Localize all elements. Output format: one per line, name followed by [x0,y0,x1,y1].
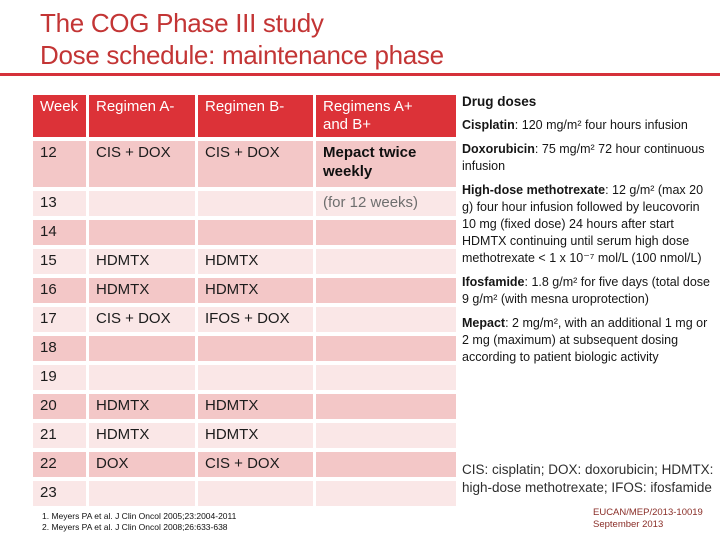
table-cell: CIS + DOX [198,141,313,187]
table-cell [316,249,456,274]
drug-dose-ifosfamide: Ifosfamide: 1.8 g/m² for five days (tota… [462,274,714,308]
table-cell [89,365,195,390]
table-cell: CIS + DOX [89,307,195,332]
drug-dose-doxorubicin: Doxorubicin: 75 mg/m² 72 hour continuous… [462,141,714,175]
column-header-regimen-b: Regimen B- [198,95,313,137]
table-cell [316,365,456,390]
approval-date: September 2013 [593,519,664,530]
table-cell [198,365,313,390]
table-cell: 19 [33,365,86,390]
slide-title-line-2: Dose schedule: maintenance phase [40,40,444,70]
table-cell: HDMTX [198,423,313,448]
drug-dose-hdmtx: High-dose methotrexate: 12 g/m² (max 20 … [462,182,714,267]
column-header-week: Week [33,95,86,137]
table-cell [316,481,456,506]
table-cell [198,191,313,216]
drug-dose-mepact: Mepact: 2 mg/m², with an additional 1 mg… [462,315,714,366]
table-cell: HDMTX [89,249,195,274]
table-cell: 15 [33,249,86,274]
reference-1: 1. Meyers PA et al. J Clin Oncol 2005;23… [42,511,237,521]
drug-name: Ifosfamide [462,275,525,289]
table-cell: 18 [33,336,86,361]
table-cell: 12 [33,141,86,187]
table-cell: CIS + DOX [89,141,195,187]
table-cell: 21 [33,423,86,448]
drug-dose-cisplatin: Cisplatin: 120 mg/m² four hours infusion [462,117,714,134]
table-cell: HDMTX [198,278,313,303]
references: 1. Meyers PA et al. J Clin Oncol 2005;23… [42,511,236,533]
table-cell [198,220,313,245]
table-cell [89,220,195,245]
table-cell [198,481,313,506]
table-cell: 13 [33,191,86,216]
drug-dose-text: : 120 mg/m² four hours infusion [514,118,688,132]
column-header-regimen-a: Regimen A- [89,95,195,137]
table-cell: DOX [89,452,195,477]
table-cell [316,336,456,361]
table-cell: 17 [33,307,86,332]
document-code: EUCAN/MEP/2013-10019 September 2013 [593,507,703,531]
drug-name: Cisplatin [462,118,515,132]
drug-dose-text: : 75 mg/m² 72 hour continuous infusion [462,142,705,173]
slide-title-line-1: The COG Phase III study [40,8,324,38]
drug-doses-panel: Drug doses Cisplatin: 120 mg/m² four hou… [462,93,714,373]
table-cell: HDMTX [89,423,195,448]
dose-schedule-table: Week Regimen A- Regimen B- Regimens A+ a… [33,95,456,506]
drug-dose-text: : 12 g/m² (max 20 g) four hour infusion … [462,183,704,265]
table-cell: 23 [33,481,86,506]
table-cell [198,336,313,361]
drug-dose-text: : 1.8 g/m² for five days (total dose 9 g… [462,275,711,306]
reference-2: 2. Meyers PA et al. J Clin Oncol 2008;26… [42,522,228,532]
drug-name: Mepact [462,316,506,330]
table-cell [89,481,195,506]
table-cell: Mepact twice weekly [316,141,456,187]
table-cell: HDMTX [198,394,313,419]
table-cell: HDMTX [198,249,313,274]
table-cell: IFOS + DOX [198,307,313,332]
slide-title: The COG Phase III study Dose schedule: m… [40,7,444,71]
table-cell [89,336,195,361]
table-cell [316,278,456,303]
drug-name: High-dose methotrexate [462,183,606,197]
column-header-regimens-ab: Regimens A+ and B+ [316,95,456,137]
table-cell: HDMTX [89,394,195,419]
title-divider-line [0,73,720,76]
table-cell [316,220,456,245]
table-cell: 20 [33,394,86,419]
approval-code: EUCAN/MEP/2013-10019 [593,507,703,518]
table-cell [316,452,456,477]
table-cell: 22 [33,452,86,477]
drug-doses-heading: Drug doses [462,94,537,109]
table-cell: 14 [33,220,86,245]
drug-dose-text: : 2 mg/m², with an additional 1 mg or 2 … [462,316,708,364]
drug-name: Doxorubicin [462,142,535,156]
abbreviations-note: CIS: cisplatin; DOX: doxorubicin; HDMTX:… [462,462,714,495]
table-cell [316,307,456,332]
table-cell [89,191,195,216]
table-cell: 16 [33,278,86,303]
table-cell [316,394,456,419]
table-cell: (for 12 weeks) [316,191,456,216]
table-cell [316,423,456,448]
table-cell: HDMTX [89,278,195,303]
table-cell: CIS + DOX [198,452,313,477]
